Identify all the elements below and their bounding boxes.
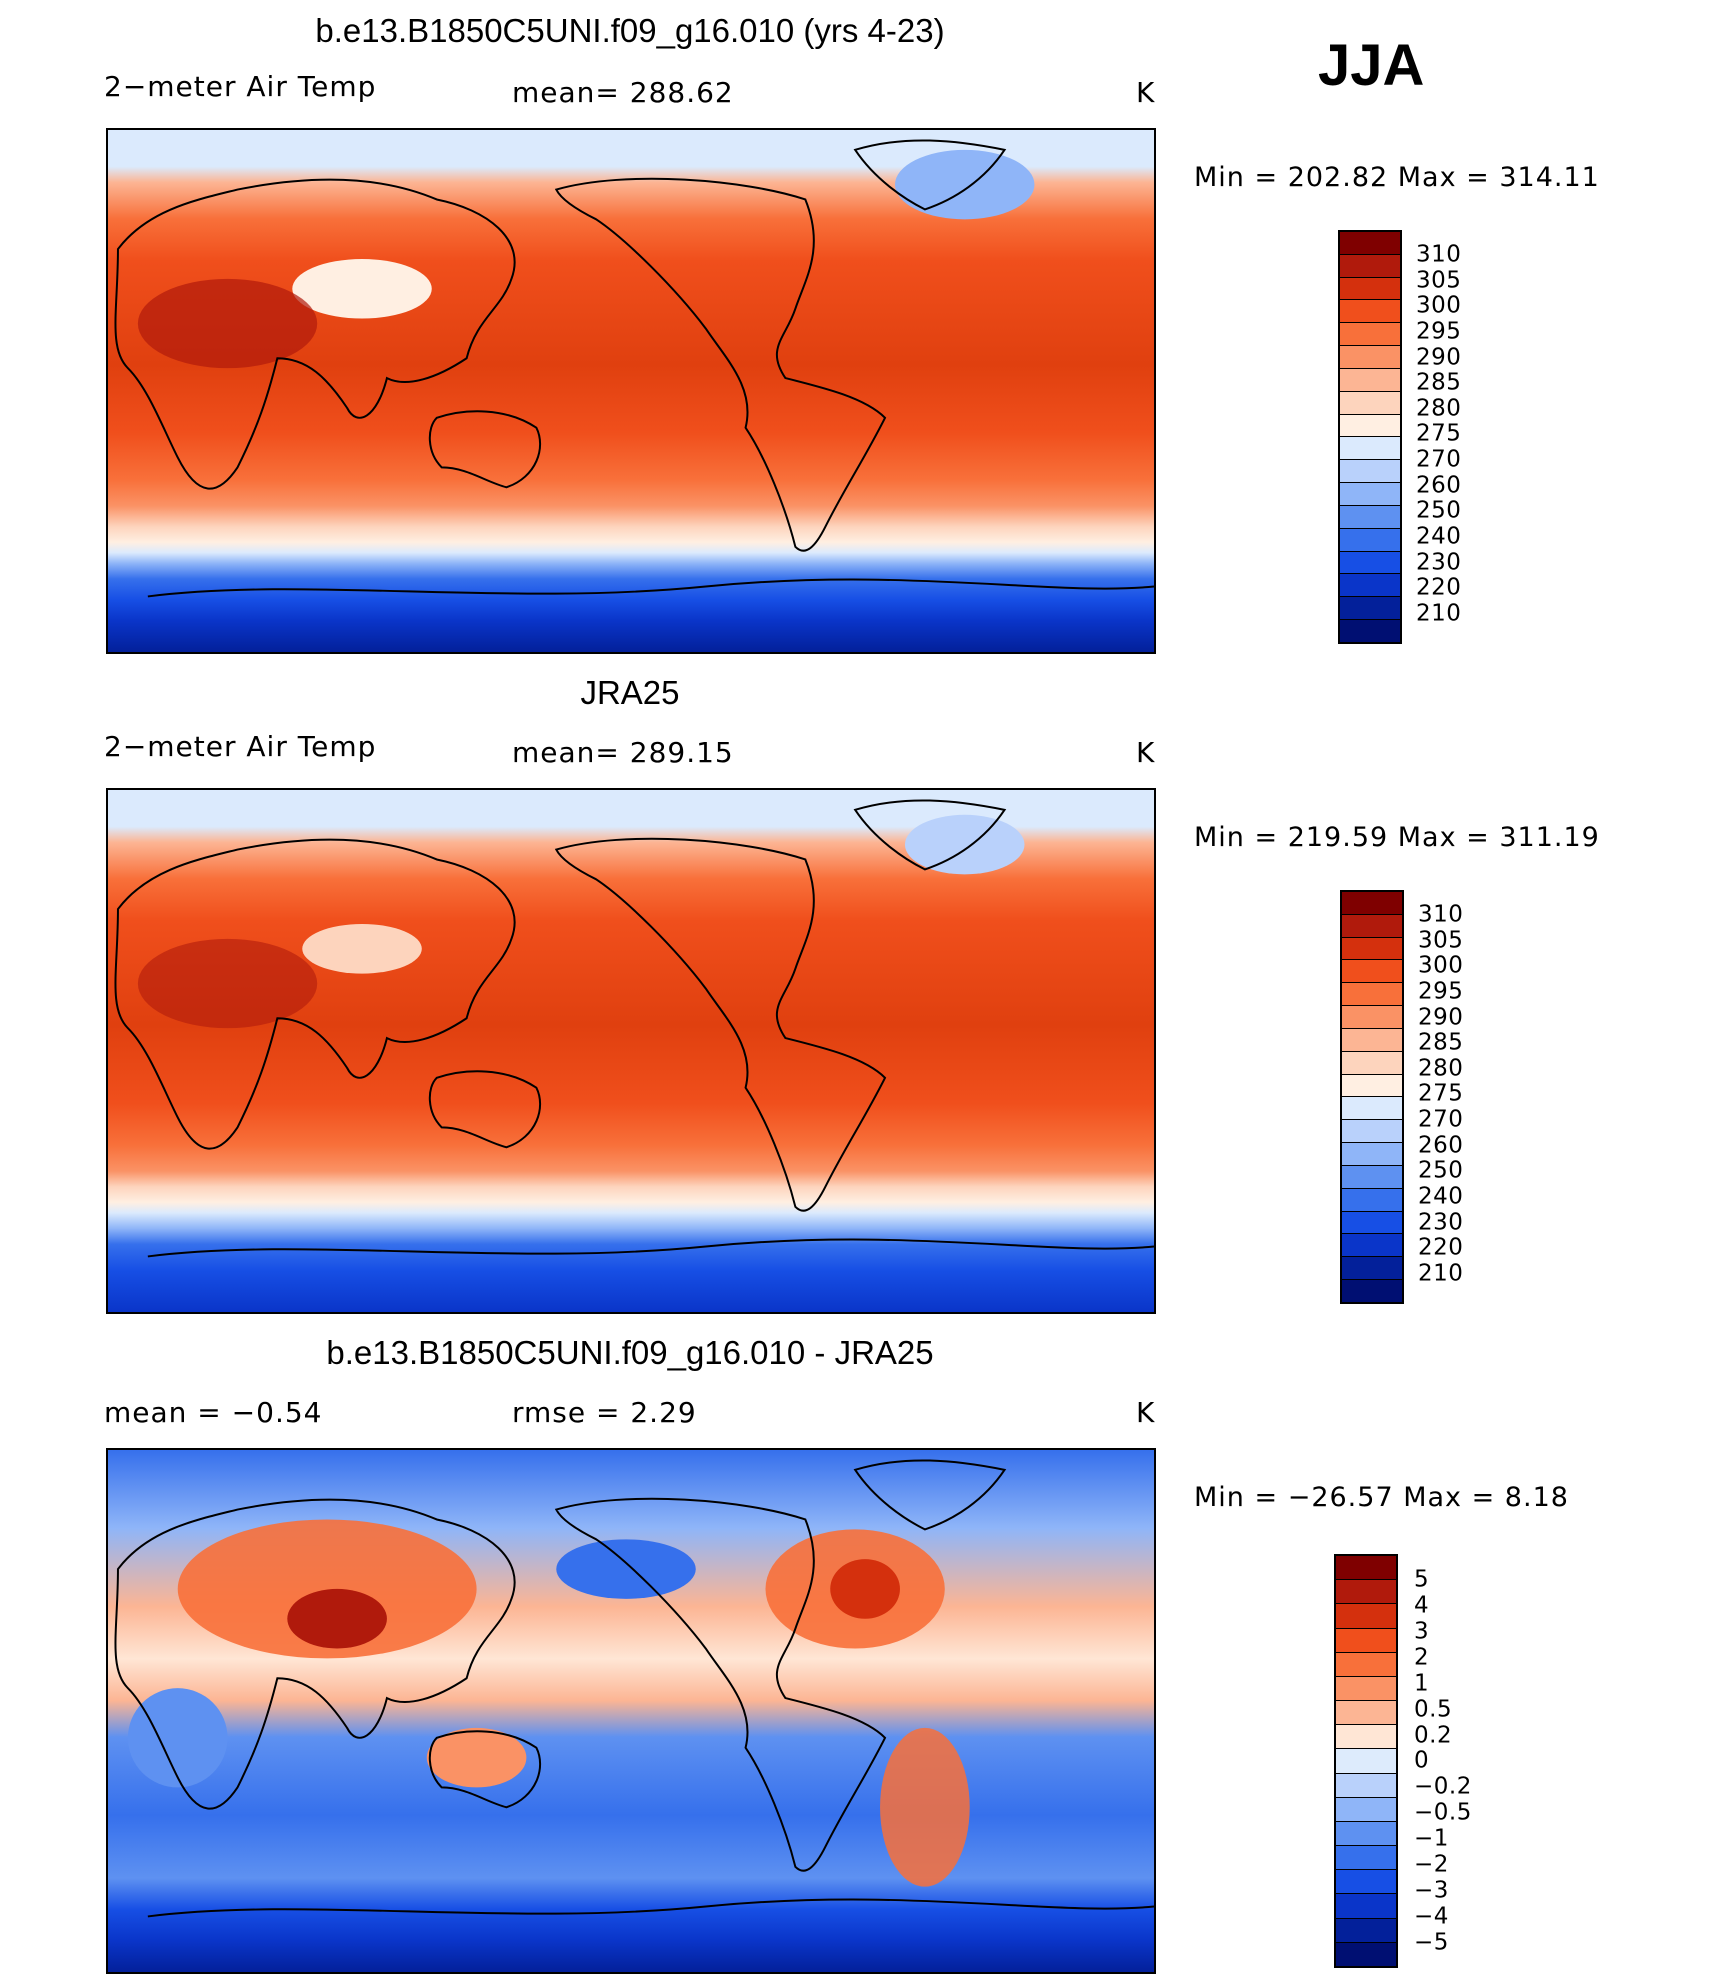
mean-label: mean= 288.62 [512,76,734,109]
colorbar-label: 310 [1418,901,1464,928]
africa-cold-anomaly [127,1688,228,1788]
north-america-warm-core [830,1559,900,1619]
colorbar-label: 3 [1414,1618,1430,1645]
diff-mean-label: mean = −0.54 [104,1396,323,1429]
colorbar-label: 280 [1416,395,1462,422]
colorbar-label: 270 [1416,446,1462,473]
colorbar-label: 2 [1414,1644,1430,1671]
tibet-cold-spot [302,923,422,974]
colorbar-label: 295 [1416,318,1462,345]
temperature-map [106,128,1156,654]
colorbar-label: 1 [1414,1670,1430,1697]
difference-map [106,1448,1156,1974]
greenland-cold-spot [894,149,1035,220]
coastlines [114,1459,1154,1918]
colorbar-label: −5 [1414,1929,1449,1956]
variable-label: 2−meter Air Temp [104,70,377,103]
colorbar-label: 220 [1418,1234,1464,1261]
colorbar-label: 250 [1418,1157,1464,1184]
australia-warm-anomaly [426,1727,527,1788]
greenland-cold-spot [904,814,1025,875]
units-label: K [1136,736,1156,769]
eurasia-warm-anomaly [177,1519,477,1659]
temperature-map [106,788,1156,1314]
colorbar-label: 285 [1418,1029,1464,1056]
tibet-cold-spot [292,259,432,319]
rmse-label: rmse = 2.29 [512,1396,697,1429]
colorbar-label: 310 [1416,241,1462,268]
panel-title: b.e13.B1850C5UNI.f09_g16.010 (yrs 4-23) [315,12,945,49]
units-label: K [1136,1396,1156,1429]
colorbar-label: 250 [1416,497,1462,524]
sahara-hot-spot [137,278,318,369]
colorbar-label: 260 [1418,1132,1464,1159]
colorbar [1340,890,1404,1304]
colorbar [1334,1554,1398,1968]
colorbar-label: 240 [1416,523,1462,550]
colorbar-label: 260 [1416,472,1462,499]
colorbar-label: −3 [1414,1877,1449,1904]
colorbar-label: 285 [1416,369,1462,396]
colorbar-label: 0.5 [1414,1696,1453,1723]
colorbar-label: −2 [1414,1851,1449,1878]
colorbar-label: 0 [1414,1747,1430,1774]
season-label: JJA [1318,33,1425,98]
colorbar-label: 230 [1416,549,1462,576]
mean-label: mean= 289.15 [512,736,734,769]
min-max-label: Min = 219.59 Max = 311.19 [1194,822,1600,853]
variable-label: 2−meter Air Temp [104,730,377,763]
colorbar-label: 210 [1416,600,1462,627]
colorbar [1338,230,1402,644]
min-max-label: Min = 202.82 Max = 314.11 [1194,162,1600,193]
panel-title: JRA25 [580,674,680,711]
colorbar-label: 290 [1418,1004,1464,1031]
colorbar-label: 275 [1418,1080,1464,1107]
colorbar-label: 295 [1418,978,1464,1005]
min-max-label: Min = −26.57 Max = 8.18 [1194,1482,1569,1513]
tibet-warm-anomaly [287,1588,387,1649]
panel-title: b.e13.B1850C5UNI.f09_g16.010 - JRA25 [326,1334,934,1371]
colorbar-label: −1 [1414,1825,1449,1852]
colorbar-label: 305 [1418,927,1464,954]
sahara-hot-spot [137,938,318,1029]
colorbar-label: 300 [1418,952,1464,979]
colorbar-label: 240 [1418,1183,1464,1210]
colorbar-label: −0.5 [1414,1799,1472,1826]
colorbar-label: 230 [1418,1209,1464,1236]
coastlines [114,139,1154,598]
colorbar-label: 4 [1414,1592,1430,1619]
colorbar-label: −4 [1414,1903,1449,1930]
south-america-warm-anomaly [880,1727,970,1887]
colorbar-label: 270 [1418,1106,1464,1133]
north-pacific-cold-anomaly [556,1539,696,1599]
colorbar-label: 5 [1414,1566,1430,1593]
colorbar-label: 300 [1416,292,1462,319]
colorbar-label: 210 [1418,1260,1464,1287]
colorbar-label: 280 [1418,1055,1464,1082]
colorbar-label: 305 [1416,267,1462,294]
colorbar-label: 290 [1416,344,1462,371]
coastlines [114,799,1154,1258]
units-label: K [1136,76,1156,109]
colorbar-label: 220 [1416,574,1462,601]
colorbar-label: 275 [1416,420,1462,447]
colorbar-label: −0.2 [1414,1773,1472,1800]
colorbar-label: 0.2 [1414,1722,1453,1749]
